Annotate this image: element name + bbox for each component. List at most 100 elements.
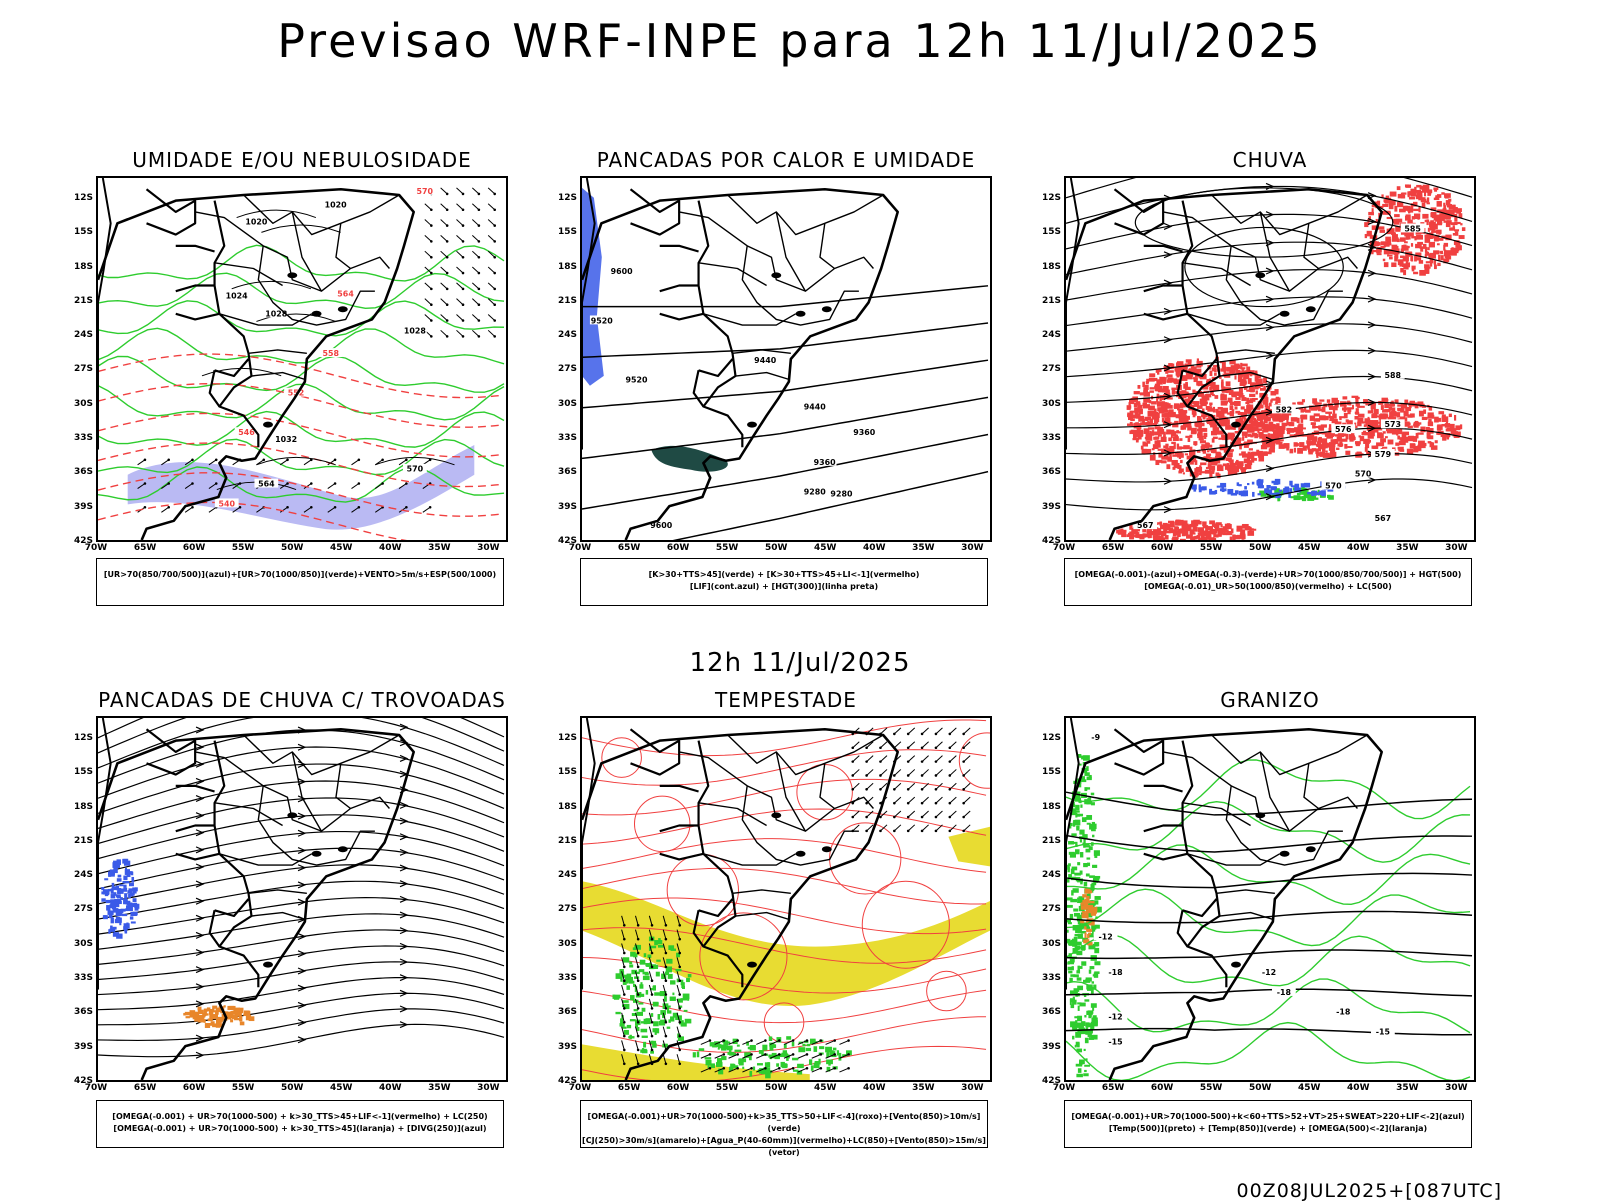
latitude-tick-label: 36S [557, 467, 577, 478]
latitude-tick-label: 33S [73, 973, 93, 984]
contour-label: 564 [258, 480, 275, 489]
latitude-tick-label: 27S [73, 364, 93, 375]
latitude-tick-label: 33S [73, 433, 93, 444]
panel-title: GRANIZO [1220, 688, 1320, 712]
contour-label: 9280 [804, 488, 827, 497]
latitude-tick-label: 12S [557, 732, 577, 743]
contour-label: 588 [1385, 371, 1402, 380]
longitude-tick-label: 40W [1347, 1083, 1370, 1093]
longitude-tick-label: 50W [1248, 1083, 1272, 1093]
latitude-tick-label: 18S [1041, 261, 1061, 272]
contour-label: -15 [1376, 1028, 1390, 1037]
longitude-tick-label: 60W [666, 543, 690, 553]
longitude-tick-label: 60W [666, 1083, 690, 1093]
contour-label: 585 [1404, 224, 1421, 233]
longitude-tick-label: 45W [330, 543, 353, 553]
longitude-tick-label: 70W [1052, 1083, 1076, 1093]
contour-label: 570 [1355, 470, 1372, 479]
contour-label: -12 [1262, 968, 1276, 977]
longitude-tick-label: 65W [1101, 543, 1125, 553]
contour-label: 9280 [830, 489, 853, 498]
longitude-tick-label: 35W [912, 543, 935, 553]
latitude-tick-label: 42S [1041, 536, 1061, 546]
latitude-tick-label: 30S [557, 938, 577, 949]
latitude-tick-label: 18S [73, 801, 93, 812]
contour-label: 9440 [804, 402, 827, 411]
longitude-tick-label: 60W [1150, 543, 1174, 553]
latitude-tick-label: 18S [73, 261, 93, 272]
contour-label: 582 [1276, 405, 1293, 414]
contour-label: 1032 [275, 435, 297, 444]
forecast-layer: -12 -12 -15 -18 -18 -18 -15 -12 -9 [1066, 731, 1473, 1080]
panel-title: PANCADAS POR CALOR E UMIDADE [596, 148, 976, 172]
latitude-tick-label: 36S [557, 1007, 577, 1018]
coastline-layer [582, 178, 899, 540]
longitude-tick-label: 70W [84, 543, 108, 553]
main-title: Previsao WRF-INPE para 12h 11/Jul/2025 [277, 14, 1323, 68]
longitude-tick-label: 65W [133, 543, 157, 553]
contour-label: 570 [407, 465, 424, 474]
latitude-tick-label: 15S [557, 227, 577, 238]
longitude-tick-label: 70W [84, 1083, 108, 1093]
latitude-tick-label: 33S [1041, 973, 1061, 984]
middle-title: 12h 11/Jul/2025 [689, 648, 911, 678]
contour-label: 573 [1385, 420, 1402, 429]
latitude-tick-label: 21S [557, 295, 577, 306]
longitude-tick-label: 55W [231, 1083, 255, 1093]
latitude-tick-label: 39S [73, 1041, 93, 1052]
latitude-tick-label: 24S [557, 870, 577, 881]
latitude-tick-label: 36S [73, 467, 93, 478]
latitude-tick-label: 24S [557, 330, 577, 341]
latitude-tick-label: 21S [1041, 835, 1061, 846]
panel-title: UMIDADE E/OU NEBULOSIDADE [132, 148, 472, 172]
legend-line: [OMEGA(-0.001)+UR>70(1000-500)+k<60+TTS>… [1071, 1112, 1465, 1121]
contour-label: 9360 [814, 458, 837, 467]
map-frame [96, 716, 508, 1082]
latitude-tick-label: 42S [73, 1076, 93, 1086]
longitude-tick-label: 40W [379, 1083, 402, 1093]
longitude-tick-label: 55W [231, 543, 255, 553]
contour-label: -9 [1091, 733, 1100, 742]
panel-title: TEMPESTADE [715, 688, 857, 712]
contour-label: -12 [1108, 1013, 1122, 1022]
contour-label: 9520 [591, 316, 614, 325]
latitude-tick-label: 42S [73, 536, 93, 546]
longitude-tick-label: 35W [428, 1083, 451, 1093]
longitude-tick-label: 65W [133, 1083, 157, 1093]
longitude-tick-label: 40W [1347, 543, 1370, 553]
longitude-tick-label: 70W [568, 543, 592, 553]
contour-label: 567 [1375, 514, 1392, 523]
coastline-layer [1066, 178, 1383, 540]
longitude-tick-label: 35W [912, 1083, 935, 1093]
latitude-tick-label: 12S [73, 192, 93, 203]
map-canvas: 588 582 576 570 567 585 579 573 570 567 [1066, 178, 1473, 540]
longitude-tick-label: 30W [1445, 543, 1468, 553]
forecast-layer [98, 718, 505, 1059]
panel-legend: [OMEGA(-0.001) + UR>70(1000-500) + k>30_… [96, 1100, 504, 1148]
longitude-tick-label: 70W [568, 1083, 592, 1093]
latitude-tick-label: 15S [1041, 767, 1061, 778]
latitude-tick-label: 18S [1041, 801, 1061, 812]
latitude-tick-label: 30S [557, 398, 577, 409]
latitude-tick-label: 27S [73, 904, 93, 915]
forecast-layer [582, 719, 990, 1080]
run-timestamp: 00Z08JUL2025+[087UTC] [1236, 1180, 1502, 1202]
longitude-tick-label: 45W [1298, 543, 1321, 553]
latitude-tick-label: 24S [1041, 330, 1061, 341]
latitude-tick-label: 27S [1041, 904, 1061, 915]
map-canvas [98, 718, 505, 1080]
latitude-tick-label: 21S [557, 835, 577, 846]
legend-line: [OMEGA(-0.001) + UR>70(1000-500) + k>30_… [112, 1112, 488, 1121]
legend-line: [OMEGA(-0.001)-(azul)+OMEGA(-0.3)-(verde… [1074, 570, 1462, 579]
latitude-tick-label: 39S [1041, 501, 1061, 512]
map-canvas: 1020 1020 1024 1028 1028 1032 570 564 570 564 558 5… [98, 178, 505, 540]
contour-label: 552 [288, 389, 305, 398]
contour-label: 546 [238, 428, 255, 437]
longitude-tick-label: 55W [715, 543, 739, 553]
latitude-tick-label: 42S [1041, 1076, 1061, 1086]
panel-legend: [OMEGA(-0.001)-(azul)+OMEGA(-0.3)-(verde… [1064, 558, 1472, 606]
latitude-tick-label: 27S [1041, 364, 1061, 375]
panel-title: PANCADAS DE CHUVA C/ TROVOADAS [98, 688, 506, 712]
longitude-tick-label: 30W [477, 543, 500, 553]
longitude-tick-label: 65W [617, 543, 641, 553]
